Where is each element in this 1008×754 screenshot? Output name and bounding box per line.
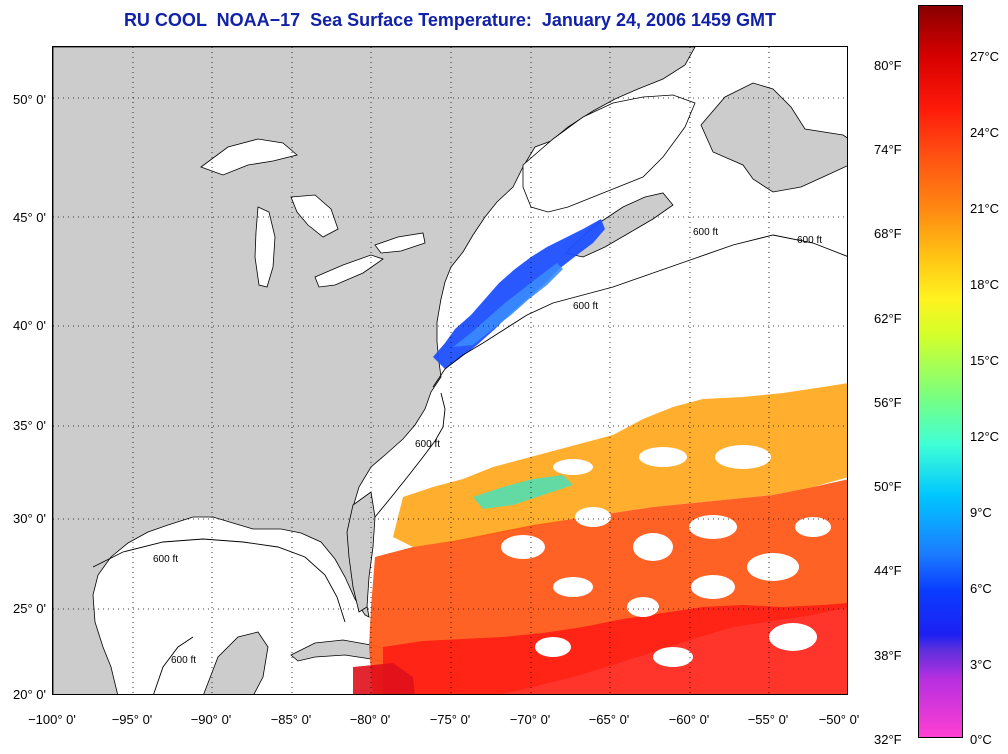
- land-newfoundland: [700, 82, 847, 193]
- lon-label-90: −90° 0': [190, 712, 232, 727]
- lat-label-50: 50° 0': [13, 92, 46, 107]
- graticule: [53, 47, 847, 694]
- sst-cool-patch: [473, 475, 573, 509]
- colorbar-f-label: 32°F: [874, 732, 902, 747]
- temperature-colorbar: [918, 5, 963, 738]
- colorbar-f-label: 38°F: [874, 648, 902, 663]
- lat-label-20: 20° 0': [13, 687, 46, 702]
- lat-label-35: 35° 0': [13, 418, 46, 433]
- colorbar-c-label: 15°C: [970, 353, 1000, 368]
- lon-label-80: −80° 0': [349, 712, 391, 727]
- lake-erie: [314, 254, 384, 288]
- land-yucatan: [203, 631, 269, 694]
- colorbar-f-label: 74°F: [874, 142, 902, 157]
- lon-label-55: −55° 0': [747, 712, 789, 727]
- cloud-gaps: [501, 445, 831, 667]
- map-canvas: 600 ft 600 ft 600 ft 600 ft 600 ft 600 f…: [53, 47, 847, 694]
- colorbar-c-label: 18°C: [970, 277, 1000, 292]
- gulf-st-lawrence: [522, 94, 696, 213]
- contour-label: 600 ft: [573, 301, 598, 312]
- land-north-america: [53, 47, 696, 694]
- lake-superior: [200, 138, 298, 176]
- map-title: RU COOL NOAA−17 Sea Surface Temperature:…: [123, 10, 777, 30]
- lake-ontario: [374, 232, 426, 254]
- colorbar-f-label: 50°F: [874, 479, 902, 494]
- lat-label-30: 30° 0': [13, 511, 46, 526]
- sst-caribbean: [353, 663, 415, 694]
- lat-label-25: 25° 0': [13, 601, 46, 616]
- colorbar-c-label: 6°C: [970, 581, 992, 596]
- sst-warm-north: [393, 383, 847, 547]
- lake-michigan: [254, 206, 276, 288]
- lat-label-40: 40° 0': [13, 318, 46, 333]
- lon-label-85: −85° 0': [270, 712, 312, 727]
- lon-label-75: −75° 0': [429, 712, 471, 727]
- colorbar-c-label: 27°C: [970, 49, 1000, 64]
- contour-label: 600 ft: [693, 227, 718, 238]
- colorbar-f-label: 56°F: [874, 395, 902, 410]
- lake-huron: [290, 194, 339, 238]
- contour-label: 600 ft: [415, 439, 440, 450]
- colorbar-f-label: 68°F: [874, 226, 902, 241]
- lat-label-45: 45° 0': [13, 210, 46, 225]
- contour-label: 600 ft: [797, 235, 822, 246]
- contour-600ft-gulf: [92, 538, 346, 694]
- lon-label-65: −65° 0': [588, 712, 630, 727]
- colorbar-c-label: 3°C: [970, 657, 992, 672]
- colorbar-f-label: 62°F: [874, 311, 902, 326]
- colorbar-c-label: 21°C: [970, 201, 1000, 216]
- contour-label: 600 ft: [171, 655, 196, 666]
- colorbar-c-label: 12°C: [970, 429, 1000, 444]
- land-florida: [346, 491, 376, 613]
- lon-label-100: −100° 0': [28, 712, 76, 727]
- lon-label-50: −50° 0': [818, 712, 860, 727]
- lon-label-70: −70° 0': [509, 712, 551, 727]
- colorbar-f-label: 44°F: [874, 563, 902, 578]
- contour-600ft-coast: [374, 392, 446, 518]
- sst-map: 600 ft 600 ft 600 ft 600 ft 600 ft 600 f…: [52, 46, 848, 695]
- contour-600ft: [432, 234, 847, 388]
- lon-label-60: −60° 0': [668, 712, 710, 727]
- colorbar-f-label: 80°F: [874, 58, 902, 73]
- contour-labels: 600 ft 600 ft 600 ft 600 ft 600 ft 600 f…: [153, 227, 822, 666]
- lon-label-95: −95° 0': [111, 712, 153, 727]
- colorbar-c-label: 24°C: [970, 125, 1000, 140]
- colorbar-c-label: 0°C: [970, 732, 992, 747]
- colorbar-c-label: 9°C: [970, 505, 992, 520]
- sst-hot-south: [383, 603, 847, 694]
- contour-label: 600 ft: [153, 554, 178, 565]
- sst-cold-shelf-light: [453, 263, 563, 347]
